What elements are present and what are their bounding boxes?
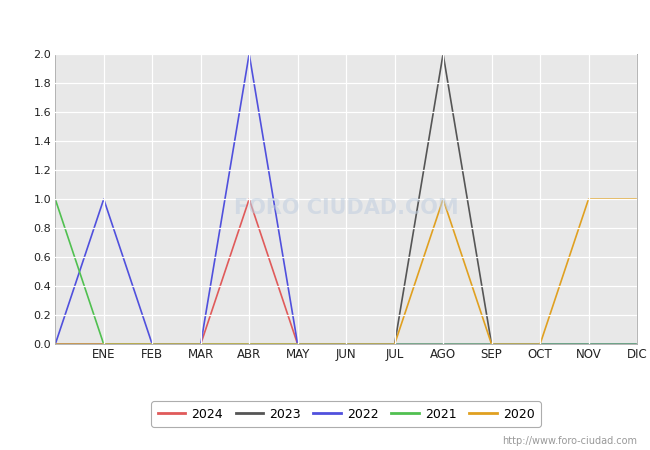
Text: http://www.foro-ciudad.com: http://www.foro-ciudad.com	[502, 436, 637, 446]
Text: FORO CIUDAD.COM: FORO CIUDAD.COM	[234, 198, 458, 218]
Text: Matriculaciones de Vehiculos en Salinas de Pisuerga: Matriculaciones de Vehiculos en Salinas …	[116, 16, 534, 31]
Legend: 2024, 2023, 2022, 2021, 2020: 2024, 2023, 2022, 2021, 2020	[151, 401, 541, 427]
